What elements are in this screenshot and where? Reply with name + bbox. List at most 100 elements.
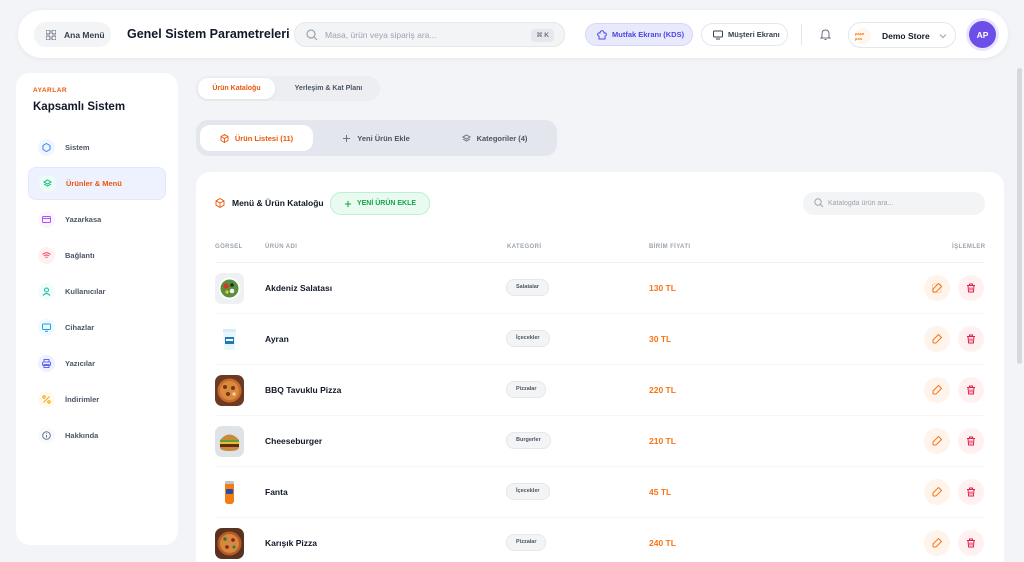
edit-button[interactable] <box>924 377 950 403</box>
column-header: ÜRÜN ADI <box>265 244 298 250</box>
edit-icon <box>932 385 942 395</box>
catalog-title: Menü & Ürün Kataloğu <box>215 198 324 208</box>
edit-icon <box>932 334 942 344</box>
sidebar-item-label: İndirimler <box>65 395 100 404</box>
catalog-title-text: Menü & Ürün Kataloğu <box>232 198 324 208</box>
catalog-search <box>803 192 985 215</box>
divider <box>801 24 802 45</box>
ayran-image <box>215 324 244 355</box>
delete-button[interactable] <box>958 377 984 403</box>
sidebar-item-label: Kullanıcılar <box>65 287 106 296</box>
product-price: 210 TL <box>649 436 676 446</box>
product-price: 30 TL <box>649 334 672 344</box>
product-name: Akdeniz Salatası <box>265 283 333 293</box>
add-product-button[interactable]: YENİ ÜRÜN EKLE <box>330 192 430 215</box>
edit-button[interactable] <box>924 326 950 352</box>
user-icon <box>38 283 55 300</box>
sidebar-item-system[interactable]: Sistem <box>28 131 166 164</box>
product-name: Karışık Pizza <box>265 538 317 548</box>
tab-add-product[interactable]: Yeni Ürün Ekle <box>321 125 431 151</box>
column-header: GÖRSEL <box>215 244 243 250</box>
delete-button[interactable] <box>958 479 984 505</box>
plus-icon <box>343 134 351 142</box>
sidebar-item-users[interactable]: Kullanıcılar <box>28 275 166 308</box>
sidebar-section-label: AYARLAR <box>33 87 68 94</box>
trash-icon <box>967 436 975 446</box>
product-price: 130 TL <box>649 283 676 293</box>
home-menu-label: Ana Menü <box>64 29 105 40</box>
pizza-image <box>215 528 244 559</box>
row-divider <box>215 517 985 518</box>
edit-icon <box>932 487 942 497</box>
delete-button[interactable] <box>958 530 984 556</box>
add-product-label: YENİ ÜRÜN EKLE <box>356 200 417 207</box>
sidebar-item-label: Hakkında <box>65 431 99 440</box>
sidebar-item-label: Ürünler & Menü <box>66 179 122 188</box>
sidebar-item-connection[interactable]: Bağlantı <box>28 239 166 272</box>
product-price: 220 TL <box>649 385 676 395</box>
product-image <box>215 324 244 355</box>
cube-icon <box>38 139 55 156</box>
tab-product-catalog[interactable]: Ürün Kataloğu <box>198 78 275 99</box>
product-name: Fanta <box>265 487 288 497</box>
delete-button[interactable] <box>958 428 984 454</box>
product-image <box>215 426 244 457</box>
sidebar-item-cash-register[interactable]: Yazarkasa <box>28 203 166 236</box>
product-price: 240 TL <box>649 538 676 548</box>
chevron-down-icon <box>939 34 947 39</box>
header-divider <box>215 262 985 263</box>
tab-categories[interactable]: Kategoriler (4) <box>436 125 553 151</box>
box-icon <box>220 133 229 143</box>
search-input[interactable] <box>325 27 525 43</box>
kitchen-display-button[interactable]: Mutfak Ekranı (KDS) <box>585 23 693 46</box>
category-badge: İçecekler <box>506 483 550 500</box>
catalog-subtabs: Ürün Listesi (11) Yeni Ürün Ekle Kategor… <box>196 120 557 156</box>
settings-sidebar: AYARLAR Kapsamlı Sistem Sistem Ürünler &… <box>16 73 178 545</box>
sidebar-item-devices[interactable]: Cihazlar <box>28 311 166 344</box>
chef-hat-icon <box>597 29 607 39</box>
column-header: BİRİM FİYATI <box>649 244 691 250</box>
sidebar-item-discounts[interactable]: İndirimler <box>28 383 166 416</box>
tab-product-list[interactable]: Ürün Listesi (11) <box>200 125 313 151</box>
customer-display-button[interactable]: Müşteri Ekranı <box>701 23 788 46</box>
store-selector[interactable]: paşa pos Demo Store <box>848 22 956 48</box>
sidebar-item-label: Bağlantı <box>65 251 95 260</box>
tab-floor-plan[interactable]: Yerleşim & Kat Planı <box>294 85 363 92</box>
sidebar-item-printers[interactable]: Yazıcılar <box>28 347 166 380</box>
edit-button[interactable] <box>924 479 950 505</box>
delete-button[interactable] <box>958 275 984 301</box>
user-avatar[interactable]: AP <box>969 21 996 48</box>
sidebar-item-products[interactable]: Ürünler & Menü <box>28 167 166 200</box>
page-scrollbar[interactable] <box>1017 68 1022 364</box>
product-name: Ayran <box>265 334 289 344</box>
product-image <box>215 528 244 559</box>
info-icon <box>38 427 55 444</box>
table-row: Fanta İçecekler 45 TL <box>196 467 1004 518</box>
trash-icon <box>967 487 975 497</box>
salad-image <box>215 273 244 304</box>
layers-icon <box>39 175 56 192</box>
catalog-search-input[interactable] <box>828 196 978 211</box>
category-badge: Burgerler <box>506 432 551 449</box>
trash-icon <box>967 283 975 293</box>
edit-button[interactable] <box>924 530 950 556</box>
home-menu-button[interactable]: Ana Menü <box>34 22 111 47</box>
store-name: Demo Store <box>882 31 930 41</box>
bell-icon[interactable] <box>819 28 832 41</box>
edit-button[interactable] <box>924 428 950 454</box>
category-badge: Pizzalar <box>506 381 547 398</box>
fanta-image <box>215 477 244 508</box>
search-icon <box>306 29 318 41</box>
monitor-icon <box>713 30 723 39</box>
edit-button[interactable] <box>924 275 950 301</box>
delete-button[interactable] <box>958 326 984 352</box>
tab-label: Kategoriler (4) <box>476 133 528 143</box>
column-header: İŞLEMLER <box>952 244 986 250</box>
product-price: 45 TL <box>649 487 672 497</box>
printer-icon <box>38 355 55 372</box>
sidebar-item-label: Cihazlar <box>65 323 95 332</box>
top-bar: Ana Menü Genel Sistem Parametreleri ⌘ K … <box>18 10 1008 58</box>
sidebar-item-about[interactable]: Hakkında <box>28 419 166 452</box>
store-logo: paşa pos <box>855 28 871 44</box>
pizza-image <box>215 375 244 406</box>
